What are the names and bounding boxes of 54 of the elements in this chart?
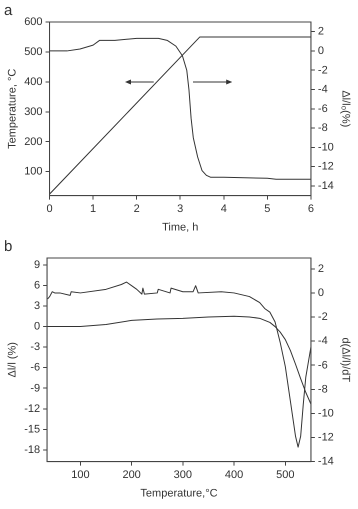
y2-axis-title: Δl/l₀(%) (339, 90, 352, 128)
y-axis-title: Δl/l (%) (6, 342, 19, 378)
y2-tick-label: 0 (318, 286, 324, 299)
y2-tick-label: -8 (318, 122, 328, 134)
x-tick-label: 1 (90, 203, 96, 216)
y-axis-title: Temperature, °C (6, 68, 19, 149)
y-tick-label: 500 (24, 46, 43, 58)
x-tick-label: 5 (264, 203, 270, 216)
y2-tick-label: 2 (318, 262, 324, 275)
x-tick-label: 200 (122, 469, 141, 482)
y-tick-label: 9 (34, 258, 40, 271)
x-tick-label: 0 (46, 203, 53, 216)
y-tick-label: 6 (34, 279, 40, 292)
y2-tick-label: -12 (318, 160, 334, 173)
y2-tick-label: -10 (318, 407, 334, 420)
y2-tick-label: -12 (318, 432, 334, 444)
y2-tick-label: -2 (318, 64, 328, 76)
y-tick-label: 600 (24, 16, 43, 28)
x-tick-label: 100 (71, 469, 90, 482)
y2-tick-label: -8 (318, 383, 328, 396)
y-tick-label: 3 (34, 300, 40, 312)
y2-tick-label: 0 (318, 44, 324, 57)
y-tick-label: 200 (24, 136, 43, 148)
y2-tick-label: -10 (318, 141, 334, 154)
y2-tick-label: 2 (318, 26, 324, 38)
x-tick-label: 500 (276, 469, 294, 482)
y2-tick-label: -2 (318, 311, 328, 324)
x-tick-label: 300 (174, 469, 192, 482)
y-tick-label: 400 (24, 76, 43, 88)
y-tick-label: 300 (24, 106, 43, 118)
x-tick-label: 6 (308, 203, 314, 216)
y2-tick-label: -6 (318, 102, 328, 115)
x-tick-label: 3 (177, 203, 184, 216)
x-tick-label: 4 (220, 203, 227, 216)
y2-tick-label: -4 (318, 335, 328, 348)
y-tick-label: -12 (24, 402, 40, 415)
y2-tick-label: -4 (318, 84, 328, 96)
y-tick-label: -9 (30, 382, 40, 394)
y-tick-label: -15 (24, 423, 40, 436)
chart-title: b (4, 238, 12, 256)
y2-tick-label: -14 (318, 180, 334, 192)
x-tick-label: 2 (134, 203, 140, 216)
y-tick-label: -3 (30, 341, 40, 354)
y2-tick-label: -6 (318, 359, 328, 372)
y-tick-label: 100 (24, 166, 43, 178)
y-tick-label: 0 (34, 320, 40, 333)
x-tick-label: 400 (224, 469, 244, 482)
y-tick-label: -6 (30, 362, 40, 374)
y2-tick-label: -14 (318, 456, 334, 468)
y-tick-label: -18 (24, 444, 40, 456)
y2-axis-title: d(Δl/l)/dT (339, 337, 352, 382)
chart-title: a (4, 2, 13, 20)
x-axis-title: Temperature,°C (140, 487, 218, 500)
x-axis-title: Time, h (162, 221, 198, 234)
